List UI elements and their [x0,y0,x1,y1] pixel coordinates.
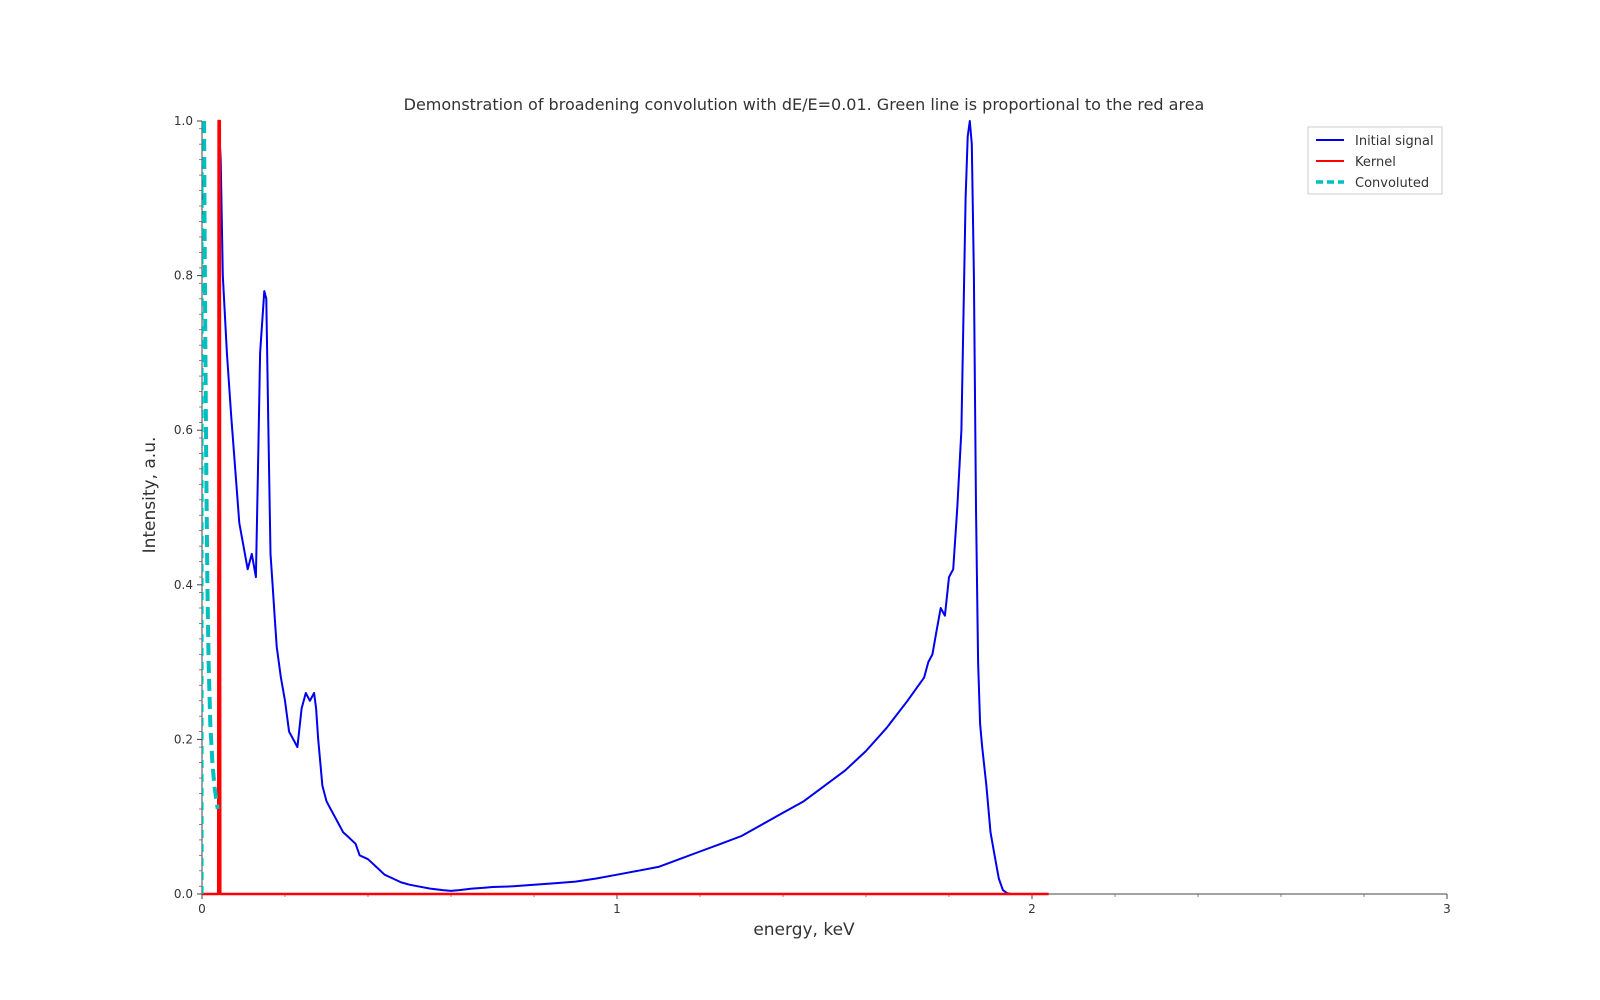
series-line-kernel [202,119,1049,896]
x-ticks: 0 1 2 3 [198,894,1451,916]
x-tick-label: 1 [613,902,621,916]
x-tick-label: 3 [1443,902,1451,916]
y-axis-label: Intensity, a.u. [140,437,160,554]
x-axis-label: energy, keV [753,920,855,940]
legend-label: Kernel [1355,155,1396,170]
y-ticks: 0.0 0.2 0.4 0.6 0.8 1.0 [174,114,202,901]
chart-title: Demonstration of broadening convolution … [404,95,1205,114]
y-tick-label: 0.0 [174,887,193,901]
legend-label: Convoluted [1355,176,1429,191]
y-tick-label: 0.2 [174,732,193,746]
x-tick-label: 0 [198,902,206,916]
y-tick-label: 0.6 [174,423,193,437]
y-tick-label: 1.0 [174,114,193,128]
legend: Initial signal Kernel Convoluted [1307,126,1443,195]
series-line-convoluted [202,120,220,810]
axes [201,121,1447,895]
y-tick-label: 0.8 [174,269,193,283]
series-group [202,119,1049,896]
y-tick-label: 0.4 [174,578,193,592]
legend-label: Initial signal [1355,134,1434,149]
x-tick-label: 2 [1028,902,1036,916]
series-line-initial-signal [217,120,1012,895]
